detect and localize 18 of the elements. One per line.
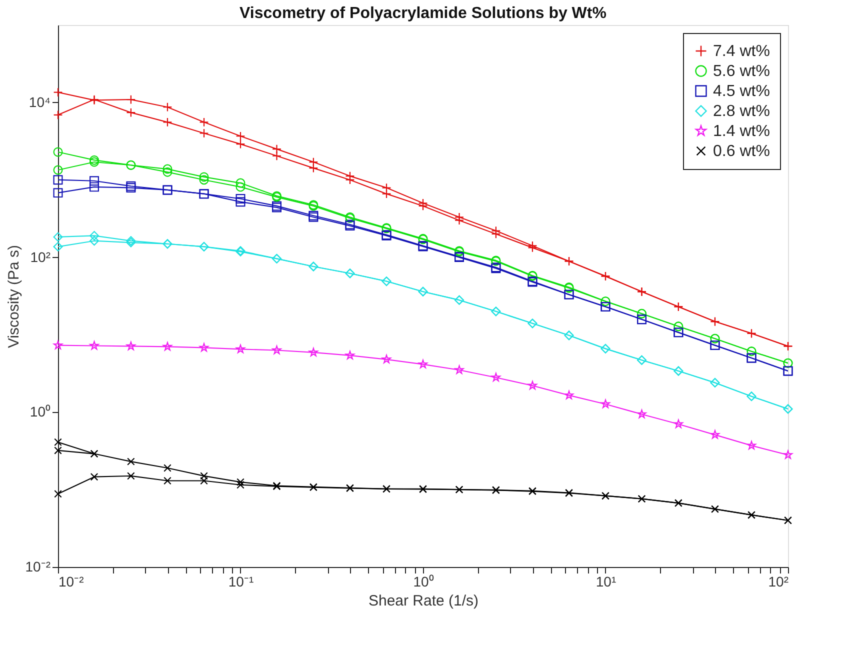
x-tick-label: 10⁻²: [58, 574, 84, 590]
y-tick-label: 10²: [30, 248, 51, 265]
x-tick-label: 10⁰: [413, 574, 434, 590]
legend-label: 2.8 wt%: [713, 103, 770, 120]
y-axis-title: Viscosity (Pa s): [5, 244, 22, 348]
legend-label: 4.5 wt%: [713, 83, 770, 100]
x-tick-label: 10²: [768, 574, 789, 590]
chart-title: Viscometry of Polyacrylamide Solutions by Wt%: [240, 5, 606, 22]
y-tick-label: 10⁴: [28, 94, 50, 110]
legend-label: 1.4 wt%: [713, 123, 770, 140]
legend-label: 7.4 wt%: [713, 43, 770, 60]
legend-label: 0.6 wt%: [713, 143, 770, 160]
x-tick-label: 10¹: [596, 574, 616, 590]
y-tick-label: 10⁰: [30, 404, 50, 420]
legend-label: 5.6 wt%: [713, 63, 770, 80]
y-tick-label: 10⁻²: [25, 558, 51, 574]
x-tick-label: 10⁻¹: [228, 574, 254, 590]
x-axis-title: Shear Rate (1/s): [368, 592, 479, 610]
